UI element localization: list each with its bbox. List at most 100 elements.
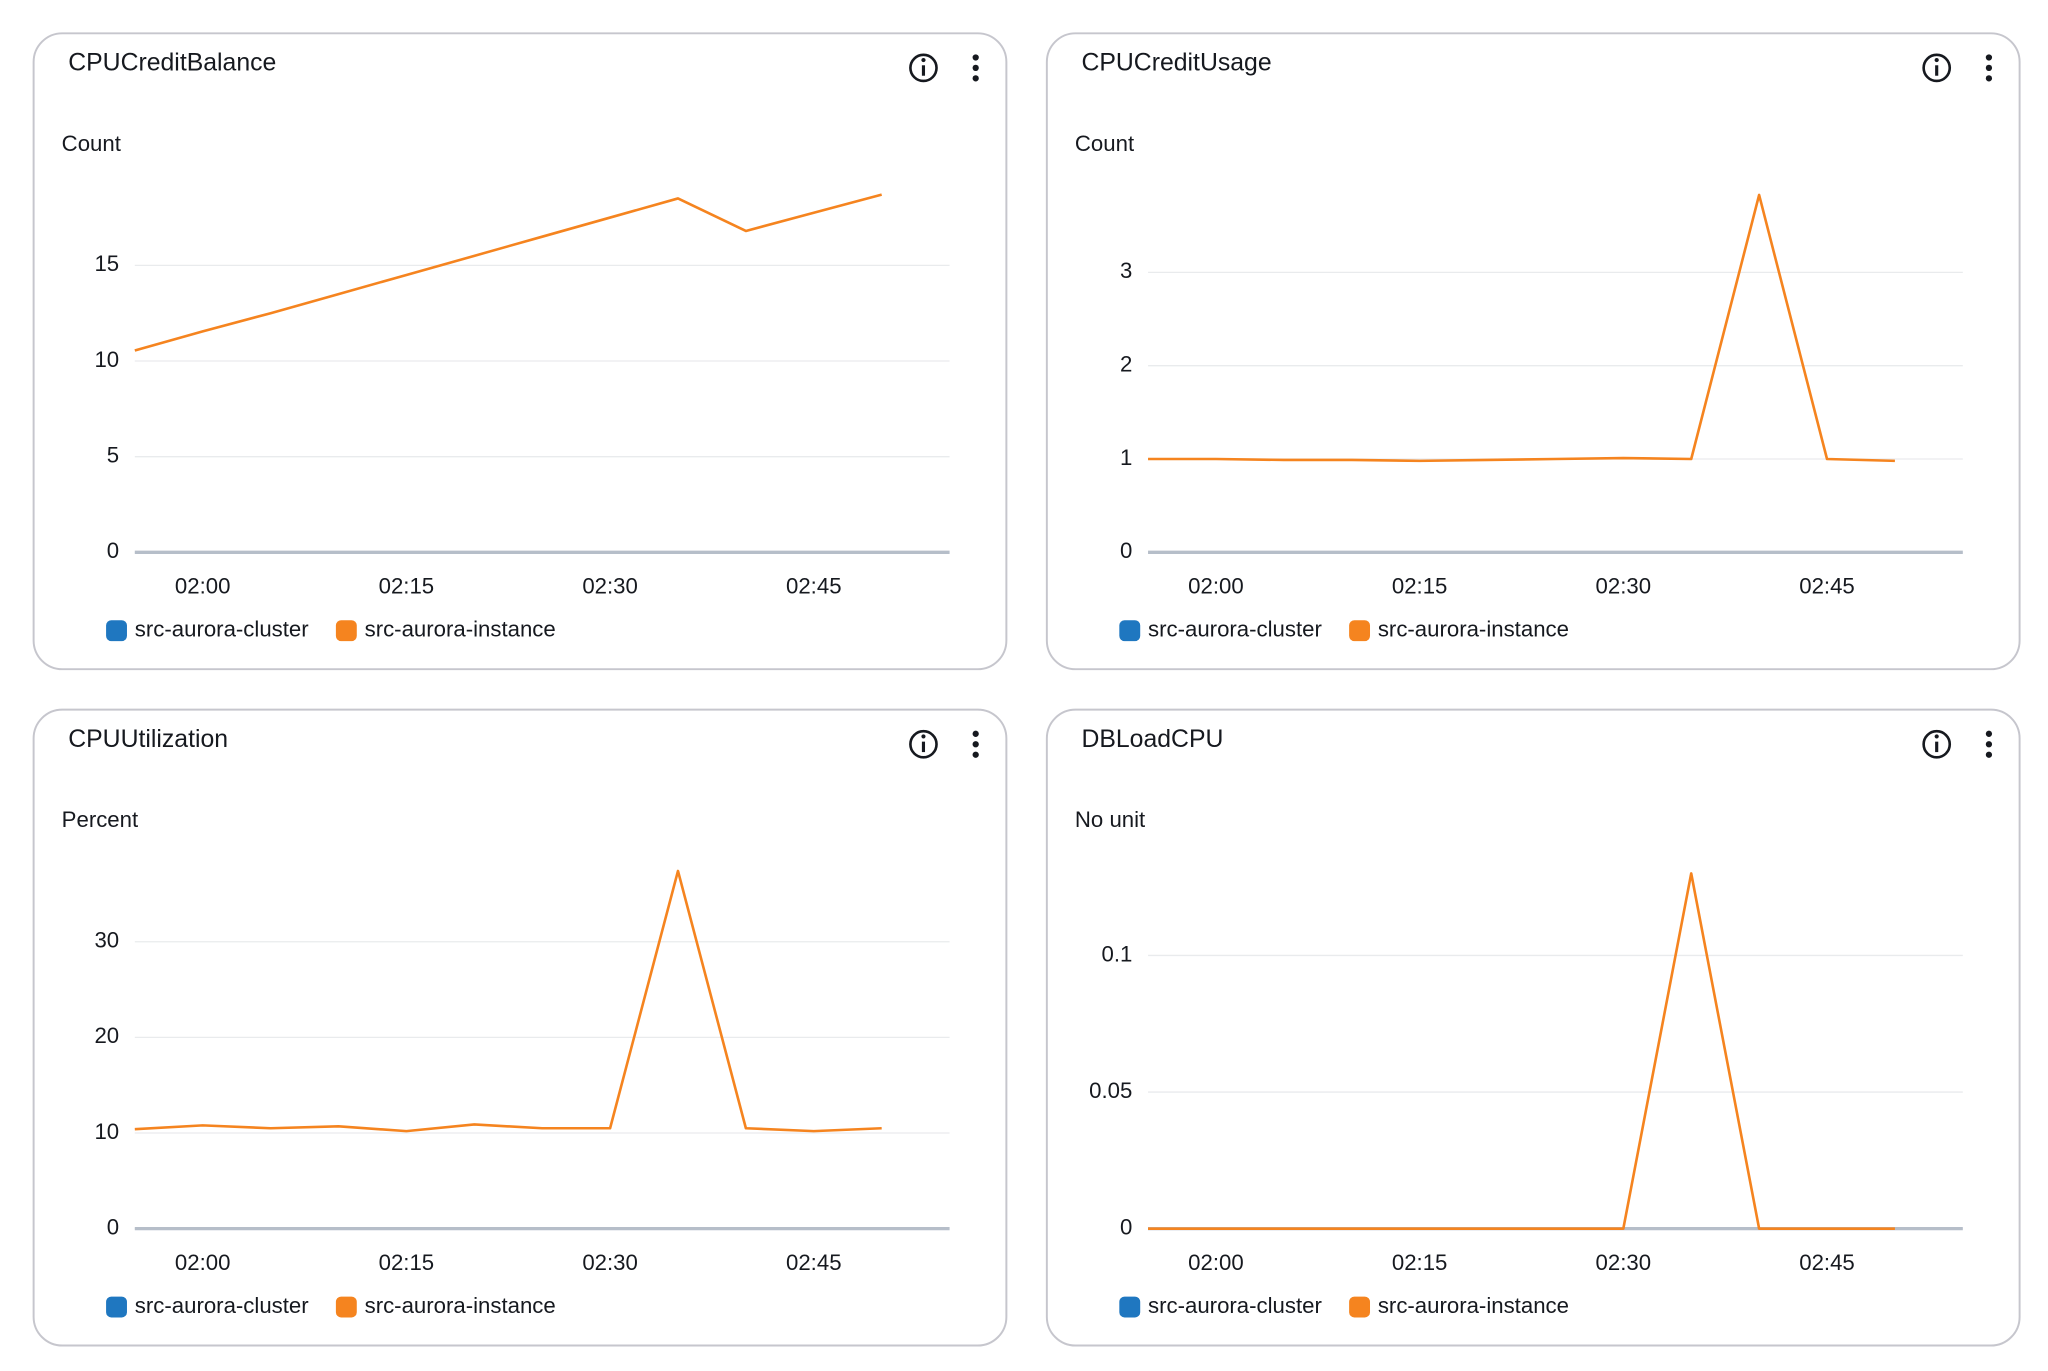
x-tick-label: 02:15 xyxy=(379,1250,435,1275)
y-tick-label: 30 xyxy=(94,928,119,953)
legend-swatch xyxy=(1349,1296,1371,1318)
legend-item[interactable]: src-aurora-instance xyxy=(1349,1293,1569,1318)
info-icon xyxy=(1922,729,1952,759)
menu-button[interactable] xyxy=(972,730,979,758)
x-tick-label: 02:00 xyxy=(1188,1250,1244,1275)
legend-label: src-aurora-cluster xyxy=(1148,617,1322,642)
chart-panel: DBLoadCPU No unit 0 0.05 0.1 02:00 02:15 02:30 0… xyxy=(1045,708,2021,1347)
legend-swatch xyxy=(335,620,357,642)
legend-swatch xyxy=(1349,620,1371,642)
legend-label: src-aurora-instance xyxy=(1378,1293,1569,1318)
info-button[interactable] xyxy=(1922,729,1952,759)
info-icon xyxy=(921,734,926,739)
y-tick-label: 10 xyxy=(94,1119,119,1144)
y-axis-label: Count xyxy=(1075,131,1134,156)
menu-dot xyxy=(972,730,979,737)
x-tick-label: 02:45 xyxy=(786,573,842,598)
menu-dot xyxy=(972,54,979,61)
y-tick-label: 0 xyxy=(107,1215,119,1240)
legend-label: src-aurora-cluster xyxy=(135,617,309,642)
menu-dot xyxy=(1985,730,1993,737)
panel-border xyxy=(1045,32,2021,671)
legend-item[interactable]: src-aurora-cluster xyxy=(1119,617,1322,642)
x-tick-label: 02:45 xyxy=(1799,573,1855,598)
y-tick-label: 2 xyxy=(1120,352,1132,377)
menu-dot xyxy=(972,64,979,72)
chart-title: CPUCreditUsage xyxy=(1081,50,1271,77)
info-icon xyxy=(909,729,938,759)
menu-dot xyxy=(1985,751,1993,758)
x-tick-label: 02:00 xyxy=(1188,573,1244,598)
menu-dot xyxy=(972,75,979,82)
legend-swatch xyxy=(106,620,127,642)
x-tick-label: 02:15 xyxy=(379,573,435,598)
info-icon xyxy=(909,53,938,83)
chart-title: CPUCreditBalance xyxy=(68,50,276,77)
legend-swatch xyxy=(106,1296,127,1318)
menu-button[interactable] xyxy=(972,54,979,82)
panel-border xyxy=(1045,708,2021,1347)
x-tick-label: 02:15 xyxy=(1392,573,1448,598)
info-icon xyxy=(1934,734,1939,739)
y-tick-label: 0 xyxy=(1120,538,1132,563)
x-tick-label: 02:30 xyxy=(1596,573,1652,598)
y-axis-label: Count xyxy=(62,131,121,156)
legend-label: src-aurora-instance xyxy=(365,1293,556,1318)
chart-title: CPUUtilization xyxy=(68,726,228,753)
panel-border xyxy=(32,708,1008,1347)
x-tick-label: 02:30 xyxy=(1596,1250,1652,1275)
info-icon xyxy=(1934,57,1939,63)
y-tick-label: 5 xyxy=(107,443,119,468)
legend-item[interactable]: src-aurora-cluster xyxy=(106,617,309,642)
x-tick-label: 02:15 xyxy=(1392,1250,1448,1275)
menu-button[interactable] xyxy=(1985,54,1993,82)
legend-label: src-aurora-cluster xyxy=(1148,1293,1322,1318)
legend-item[interactable]: src-aurora-cluster xyxy=(106,1293,309,1318)
legend-swatch xyxy=(1119,620,1141,642)
info-icon xyxy=(921,57,926,63)
chart-title: DBLoadCPU xyxy=(1081,726,1223,753)
panel-border xyxy=(32,32,1008,671)
y-tick-label: 15 xyxy=(94,251,119,276)
series-line xyxy=(1148,193,1895,463)
chart-panel: CPUUtilization Percent 0 10 20 30 02:00 02:15 02… xyxy=(32,708,1008,1347)
legend-item[interactable]: src-aurora-instance xyxy=(1349,617,1569,642)
info-button[interactable] xyxy=(909,729,938,759)
x-tick-label: 02:45 xyxy=(1799,1250,1855,1275)
legend-label: src-aurora-instance xyxy=(1378,617,1569,642)
chart-panel: CPUCreditUsage Count 0 1 2 3 02:00 02:15 02:30 02… xyxy=(1045,32,2021,671)
x-tick-label: 02:00 xyxy=(175,1250,231,1275)
menu-dot xyxy=(972,741,979,748)
legend-swatch xyxy=(335,1296,357,1318)
y-tick-label: 0 xyxy=(1120,1215,1132,1240)
menu-button[interactable] xyxy=(1985,730,1993,758)
y-axis-label: No unit xyxy=(1075,807,1145,832)
y-tick-label: 20 xyxy=(94,1023,119,1048)
legend-item[interactable]: src-aurora-instance xyxy=(335,1293,556,1318)
legend-label: src-aurora-cluster xyxy=(135,1293,309,1318)
legend-swatch xyxy=(1119,1296,1141,1318)
legend-item[interactable]: src-aurora-cluster xyxy=(1119,1293,1322,1318)
x-tick-label: 02:30 xyxy=(582,573,638,598)
menu-dot xyxy=(1985,741,1993,748)
y-tick-label: 0 xyxy=(107,538,119,563)
y-tick-label: 0.1 xyxy=(1102,941,1133,966)
series-line xyxy=(1148,872,1895,1230)
legend-label: src-aurora-instance xyxy=(365,617,556,642)
series-line xyxy=(134,193,883,352)
y-tick-label: 3 xyxy=(1120,258,1132,283)
y-tick-label: 0.05 xyxy=(1089,1078,1132,1103)
legend-item[interactable]: src-aurora-instance xyxy=(335,617,556,642)
info-button[interactable] xyxy=(1922,53,1952,83)
y-tick-label: 1 xyxy=(1120,445,1132,470)
chart-panel: CPUCreditBalance Count 0 5 10 15 02:00 02:15 02:… xyxy=(32,32,1008,671)
menu-dot xyxy=(972,751,979,758)
info-button[interactable] xyxy=(909,53,938,83)
y-tick-label: 10 xyxy=(94,347,119,372)
y-axis-label: Percent xyxy=(62,807,138,832)
info-icon xyxy=(1922,53,1952,83)
x-tick-label: 02:45 xyxy=(786,1250,842,1275)
menu-dot xyxy=(1985,75,1993,82)
menu-dot xyxy=(1985,54,1993,61)
menu-dot xyxy=(1985,64,1993,72)
